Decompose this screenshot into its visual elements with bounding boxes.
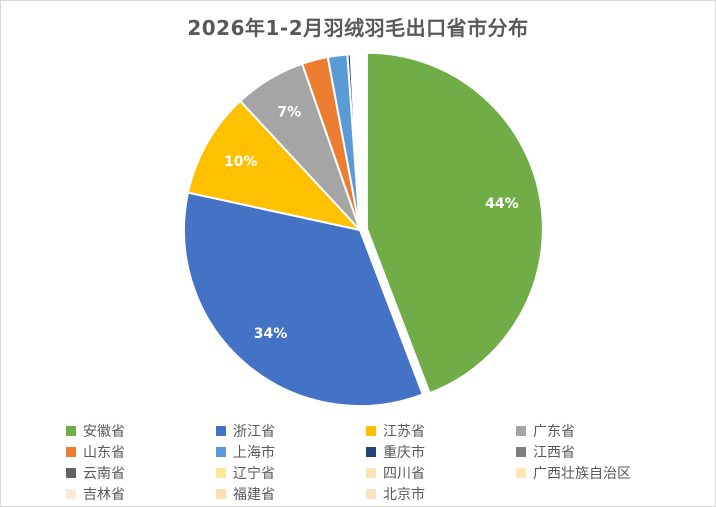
legend-label: 江苏省 [383,424,425,440]
legend-label: 广东省 [533,424,575,440]
legend-swatch [66,447,76,457]
legend-swatch [366,447,376,457]
legend-swatch [66,426,76,436]
legend-swatch [516,447,526,457]
data-label-2: 34% [254,326,288,342]
legend-label: 四川省 [383,466,425,482]
legend-item: 浙江省 [216,421,366,441]
legend-item: 广西壮族自治区 [516,463,686,483]
data-label-3: 10% [224,154,258,170]
pie-slice-3 [186,99,363,232]
legend-label: 广西壮族自治区 [533,466,631,482]
legend-swatch [366,489,376,499]
legend-swatch [66,468,76,478]
legend-item: 上海市 [216,442,366,462]
legend-item: 北京市 [366,484,516,504]
legend-item: 山东省 [66,442,216,462]
legend: 安徽省 浙江省 江苏省 广东省山东省 上海市 重庆市 江西省云南省 辽宁省 四川省 广西壮族自治区… [66,421,686,504]
legend-swatch [216,489,226,499]
data-label-1: 44% [485,196,519,212]
legend-item: 云南省 [66,463,216,483]
legend-item: 安徽省 [66,421,216,441]
legend-item: 福建省 [216,484,366,504]
legend-swatch [216,468,226,478]
legend-label: 上海市 [233,445,275,461]
legend-swatch [516,468,526,478]
legend-swatch [366,426,376,436]
legend-swatch [516,426,526,436]
legend-item: 江苏省 [366,421,516,441]
pie-slice-2 [183,191,425,407]
legend-label: 浙江省 [233,424,275,440]
legend-label: 福建省 [233,487,275,503]
legend-swatch [366,468,376,478]
legend-label: 山东省 [83,445,125,461]
legend-item: 辽宁省 [216,463,366,483]
legend-label: 吉林省 [83,487,125,503]
legend-label: 安徽省 [83,424,125,440]
pie-slice-1 [365,51,544,395]
legend-item: 四川省 [366,463,516,483]
data-label-4: 7% [277,104,301,120]
legend-swatch [216,426,226,436]
legend-label: 辽宁省 [233,466,275,482]
legend-swatch [216,447,226,457]
chart-title: 2026年1-2月羽绒羽毛出口省市分布 [187,16,529,40]
legend-label: 重庆市 [383,445,425,461]
legend-label: 江西省 [533,445,575,461]
legend-item: 广东省 [516,421,686,441]
legend-item: 重庆市 [366,442,516,462]
legend-label: 北京市 [383,487,425,503]
legend-item: 吉林省 [66,484,216,504]
legend-label: 云南省 [83,466,125,482]
legend-item: 江西省 [516,442,686,462]
legend-swatch [66,489,76,499]
